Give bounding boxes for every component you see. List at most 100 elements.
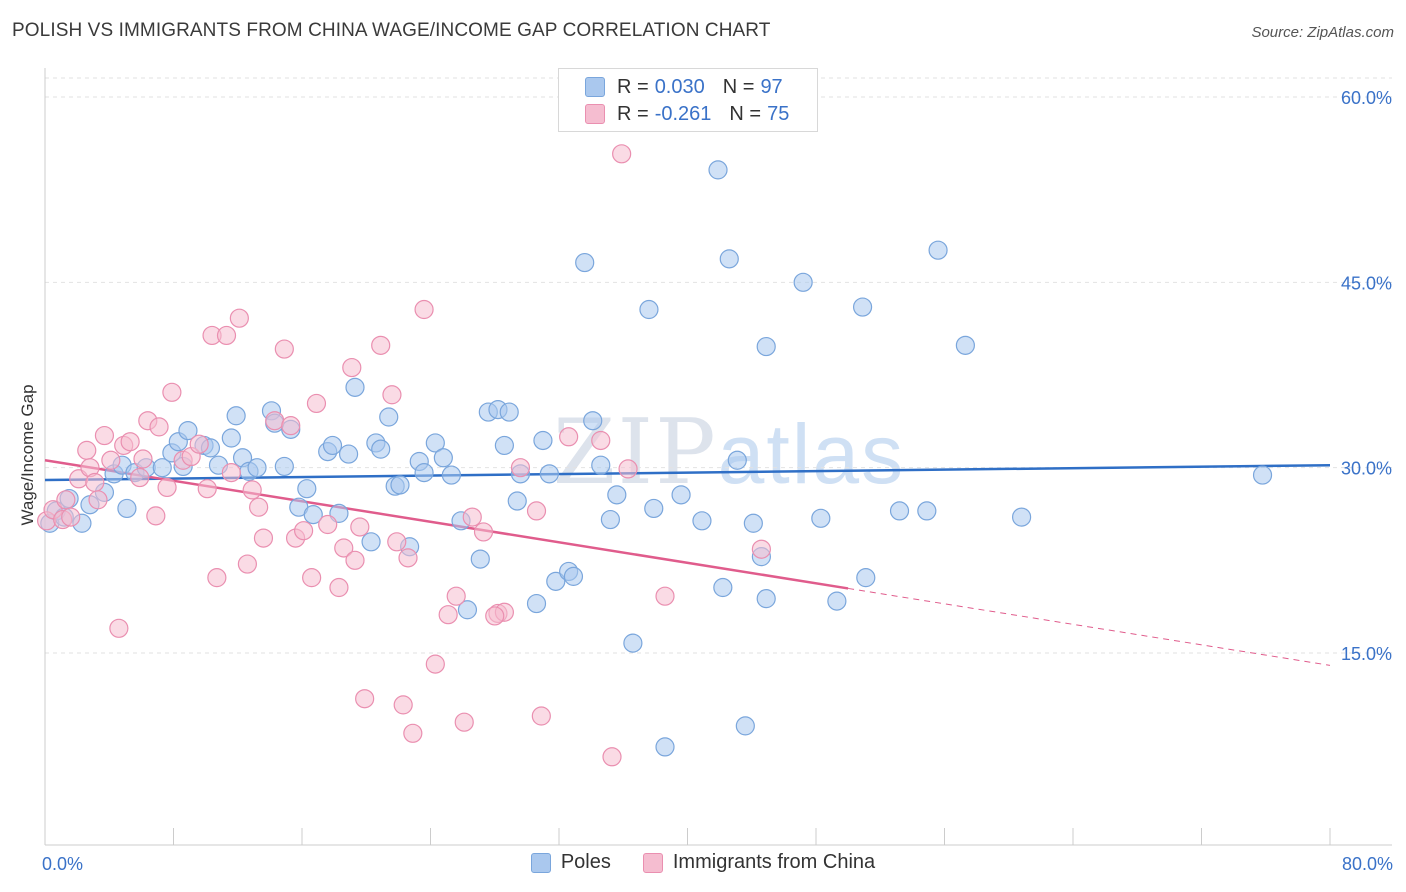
point-poles (623, 633, 643, 653)
point-poles (827, 591, 847, 611)
trend-line-china (44, 459, 849, 590)
point-poles (338, 444, 359, 464)
point-china (473, 522, 494, 542)
n-label: N = (722, 75, 755, 98)
point-china (612, 144, 632, 164)
point-poles (639, 299, 659, 320)
point-poles (494, 435, 514, 456)
point-poles (371, 439, 391, 459)
point-poles (526, 593, 547, 614)
series-poles (40, 160, 1273, 757)
point-china (559, 427, 579, 447)
n-value: 75 (767, 102, 790, 125)
point-china (109, 618, 129, 638)
point-china (350, 517, 370, 537)
point-china (56, 490, 76, 510)
r-label: R = (617, 102, 649, 125)
point-poles (743, 513, 763, 533)
data-points (37, 144, 1273, 767)
watermark-zip: ZIP (553, 400, 718, 505)
point-poles (756, 589, 776, 609)
point-china (101, 450, 121, 470)
point-poles (583, 411, 603, 431)
r-value: -0.261 (654, 102, 712, 125)
point-china (485, 606, 505, 626)
point-china (387, 532, 407, 552)
point-poles (811, 508, 831, 528)
point-poles (221, 428, 241, 448)
chart-title: POLISH VS IMMIGRANTS FROM CHINA WAGE/INC… (12, 20, 771, 41)
point-poles (247, 458, 267, 478)
point-poles (756, 336, 776, 357)
point-poles (713, 577, 733, 598)
legend-item-china[interactable]: Immigrants from China (642, 851, 876, 874)
tick-labels: 15.0% 30.0% 45.0% 60.0% 0.0% 80.0% (42, 88, 1393, 874)
point-china (751, 539, 771, 559)
china-legend-swatch (642, 852, 663, 873)
series-china (37, 144, 771, 767)
point-poles (607, 485, 627, 505)
point-poles (117, 498, 137, 519)
point-poles (507, 491, 527, 511)
point-china (149, 417, 169, 437)
point-china (302, 568, 322, 588)
point-poles (361, 532, 381, 552)
point-china (94, 425, 115, 446)
series-legend: Poles Immigrants from China (0, 851, 1406, 874)
r-label: R = (617, 75, 649, 98)
point-china (237, 554, 257, 574)
point-poles (390, 475, 410, 495)
point-china (462, 507, 482, 527)
point-china (216, 325, 237, 346)
point-china (265, 411, 285, 431)
stats-legend-row-poles: R = 0.030 N = 97 (585, 74, 783, 100)
point-china (398, 548, 418, 568)
point-china (249, 497, 269, 517)
point-china (61, 507, 81, 527)
point-china (602, 747, 622, 767)
y-tick-label: 30.0% (1341, 459, 1392, 479)
legend-label-china: Immigrants from China (672, 851, 876, 873)
point-china (133, 449, 153, 469)
point-china (342, 357, 362, 378)
point-china (221, 463, 241, 483)
point-poles (928, 240, 948, 260)
point-china (229, 308, 249, 328)
point-poles (727, 450, 747, 470)
point-poles (441, 465, 461, 485)
point-china (414, 299, 434, 320)
point-poles (719, 249, 739, 269)
y-axis-label: Wage/Income Gap (18, 384, 37, 526)
point-china (242, 480, 262, 500)
point-china (345, 550, 365, 570)
point-china (329, 577, 349, 598)
point-poles (644, 498, 664, 519)
point-poles (1011, 507, 1032, 527)
point-china (207, 568, 227, 588)
point-poles (692, 511, 712, 531)
point-poles (414, 463, 434, 483)
r-value: 0.030 (654, 75, 705, 98)
point-poles (425, 433, 445, 453)
point-poles (226, 406, 246, 426)
legend-item-poles[interactable]: Poles (530, 851, 611, 874)
point-poles (345, 377, 365, 397)
china-swatch (585, 104, 605, 124)
point-china (334, 538, 354, 558)
stats-legend-row-china: R = -0.261 N = 75 (585, 101, 789, 127)
point-china (618, 459, 638, 479)
point-poles (470, 549, 490, 569)
point-china (197, 479, 217, 499)
point-china (274, 339, 294, 359)
point-china (120, 432, 140, 452)
point-poles (499, 402, 519, 422)
point-poles (433, 448, 453, 468)
point-poles (600, 509, 621, 530)
n-label: N = (729, 102, 762, 125)
point-poles (297, 479, 317, 499)
point-poles (655, 737, 675, 757)
point-china (88, 490, 108, 510)
point-poles (955, 335, 975, 355)
point-poles (889, 501, 910, 521)
